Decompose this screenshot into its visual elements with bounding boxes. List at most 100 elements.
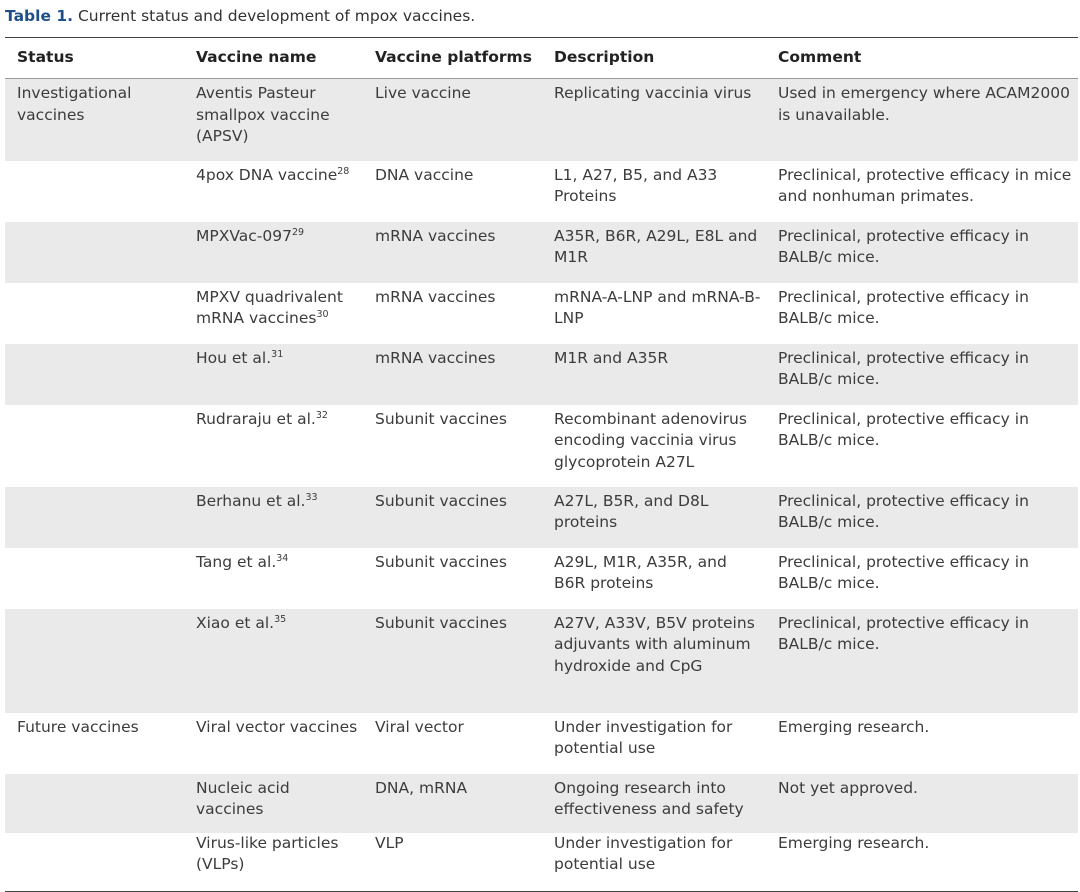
reference-superscript: 33 [305,491,318,503]
reference-superscript: 29 [291,226,305,238]
comment-cell: Preclinical, protective efficacy in BALB… [766,221,1078,283]
comment-text: Preclinical, protective efficacy in BALB… [778,552,1029,593]
description-cell: L1, A27, B5, and A33 Proteins [542,161,766,222]
table-row: 4pox DNA vaccine28 DNA vaccine L1, A27, B5… [5,161,1078,222]
description-cell: A27V, A33V, B5V proteins adjuvants with … [542,608,766,713]
platform-text: Live vaccine [375,84,471,102]
description-cell: A27L, B5R, and D8L proteins [542,486,766,548]
description-text: Under investigation for potential use [554,717,733,758]
comment-cell: Preclinical, protective efficacy in BALB… [766,405,1078,487]
vaccine-name-text: Tang et al. [196,552,277,571]
platform-cell: mRNA vaccines [363,283,542,344]
comment-cell: Preclinical, protective efficacy in BALB… [766,283,1078,344]
table-caption-label: Table 1. [5,7,74,25]
platform-cell: Subunit vaccines [363,548,542,609]
description-text: A27V, A33V, B5V proteins adjuvants with … [554,613,755,675]
header-description: Description [542,37,766,79]
vaccine-name-cell: Virus-like particles (VLPs) [184,833,363,892]
status-cell [5,486,184,548]
comment-text: Emerging research. [778,717,930,736]
reference-superscript: 28 [337,165,350,177]
platform-text: DNA, mRNA [375,778,468,797]
platform-cell: Subunit vaccines [363,486,542,548]
header-vaccine-name: Vaccine name [184,37,363,79]
comment-cell: Preclinical, protective efficacy in BALB… [766,486,1078,548]
table-header: Status Vaccine name Vaccine platforms De… [5,37,1078,79]
platform-cell: DNA vaccine [363,161,542,222]
vaccine-name-cell: 4pox DNA vaccine28 [184,161,363,222]
vaccine-name-cell: Viral vector vaccines [184,713,363,774]
table-caption: Table 1. Current status and development … [5,7,475,25]
vaccine-name-cell: Nucleic acid vaccines [184,773,363,833]
comment-cell: Preclinical, protective efficacy in BALB… [766,343,1078,405]
description-text: M1R and A35R [554,348,669,367]
description-text: A27L, B5R, and D8L proteins [554,491,709,532]
description-cell: Recombinant adenovirus encoding vaccinia… [542,405,766,487]
description-cell: M1R and A35R [542,343,766,405]
reference-superscript: 32 [315,409,328,421]
table-body: Investigational vaccines Aventis Pasteur … [5,78,1078,892]
vaccine-name-text: Nucleic acid vaccines [196,778,290,819]
comment-cell: Emerging research. [766,833,1078,892]
table-row: Nucleic acid vaccines DNA, mRNA Ongoing re… [5,773,1078,833]
status-cell [5,161,184,222]
table-row: Rudraraju et al.32 Subunit vaccines Recomb… [5,405,1078,487]
vaccine-name-cell: Xiao et al.35 [184,608,363,713]
status-cell [5,833,184,892]
vaccine-name-cell: MPXV quadrivalent mRNA vaccines30 [184,283,363,344]
vaccine-name-text: Viral vector vaccines [196,717,358,736]
description-cell: Under investigation for potential use [542,833,766,892]
platform-text: Subunit vaccines [375,409,507,428]
description-cell: mRNA-A-LNP and mRNA-B-LNP [542,283,766,344]
platform-cell: Live vaccine [363,78,542,161]
platform-text: DNA vaccine [375,165,474,184]
comment-text: Emerging research. [778,833,930,852]
platform-text: mRNA vaccines [375,287,496,306]
vaccine-name-text: Rudraraju et al. [196,409,316,428]
description-text: Under investigation for potential use [554,833,733,874]
platform-cell: VLP [363,833,542,892]
platform-cell: Subunit vaccines [363,608,542,713]
table-caption-text: Current status and development of mpox v… [77,7,476,25]
table-row: Investigational vaccines Aventis Pasteur … [5,78,1078,161]
vaccine-name-text: Berhanu et al. [196,491,306,510]
status-cell [5,608,184,713]
description-text: mRNA-A-LNP and mRNA-B-LNP [554,287,761,328]
platform-text: mRNA vaccines [375,226,496,245]
description-text: A29L, M1R, A35R, and B6R proteins [554,552,727,593]
header-vaccine-platforms: Vaccine platforms [363,37,542,79]
status-text: Investigational vaccines [17,84,132,124]
vaccine-name-text: MPXVac-097 [196,226,292,245]
description-cell: Under investigation for potential use [542,713,766,774]
status-text: Future vaccines [17,717,139,736]
comment-cell: Preclinical, protective efficacy in BALB… [766,608,1078,713]
comment-text: Preclinical, protective efficacy in BALB… [778,491,1029,532]
reference-superscript: 31 [271,348,284,360]
description-cell: Replicating vaccinia virus [542,78,766,161]
vaccine-name-text: 4pox DNA vaccine [196,165,338,184]
vaccine-name-cell: Aventis Pasteur smallpox vaccine (APSV) [184,78,363,161]
status-cell [5,283,184,344]
platform-text: Subunit vaccines [375,552,507,571]
description-text: Replicating vaccinia virus [554,84,752,102]
header-comment: Comment [766,37,1078,79]
comment-cell: Preclinical, protective efficacy in mice… [766,161,1078,222]
comment-cell: Preclinical, protective efficacy in BALB… [766,548,1078,609]
vaccine-name-cell: MPXVac-09729 [184,221,363,283]
description-cell: A29L, M1R, A35R, and B6R proteins [542,548,766,609]
status-cell: Investigational vaccines [5,78,184,161]
comment-cell: Used in emergency where ACAM2000 is unav… [766,78,1078,161]
description-text: L1, A27, B5, and A33 Proteins [554,165,718,206]
vaccine-name-cell: Hou et al.31 [184,343,363,405]
comment-cell: Emerging research. [766,713,1078,774]
platform-text: Viral vector [375,717,464,736]
header-status: Status [5,37,184,79]
comment-text: Preclinical, protective efficacy in BALB… [778,348,1029,389]
table-row: Future vaccines Viral vector vaccines Vira… [5,713,1078,774]
platform-text: mRNA vaccines [375,348,496,367]
comment-text: Not yet approved. [778,778,918,797]
reference-superscript: 30 [316,309,329,320]
description-text: Ongoing research into effectiveness and … [554,778,744,819]
comment-text: Preclinical, protective efficacy in BALB… [778,226,1029,267]
status-cell [5,773,184,833]
